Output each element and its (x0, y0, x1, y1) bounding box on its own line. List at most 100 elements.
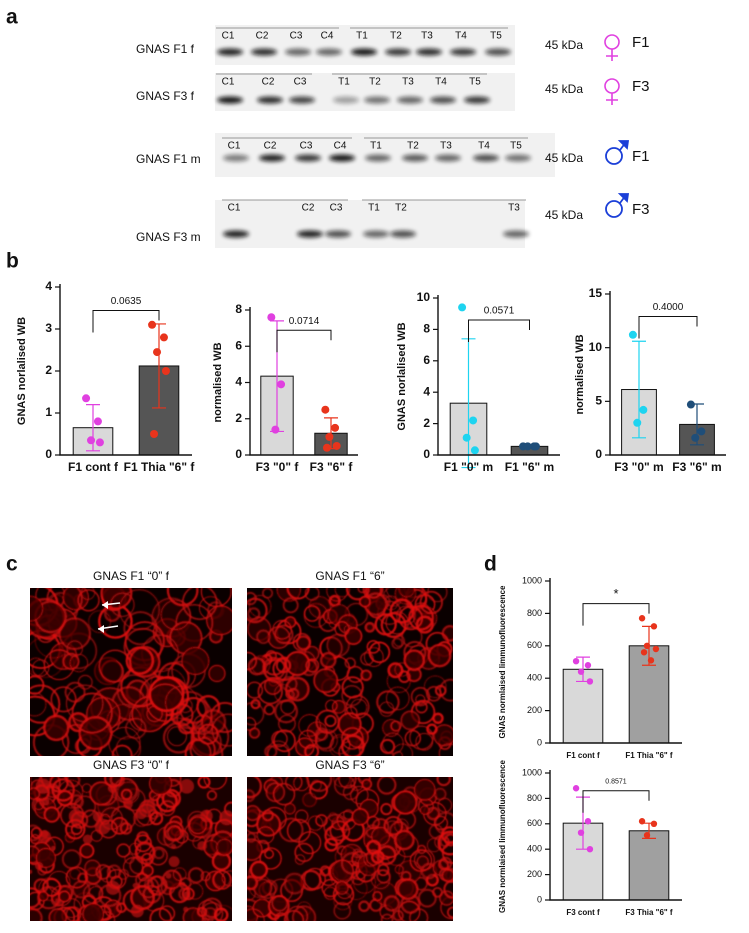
bright-spot (82, 834, 93, 845)
cell (247, 887, 256, 900)
cell (433, 815, 448, 831)
cell (349, 785, 369, 805)
cell (338, 777, 357, 789)
cell (376, 777, 397, 795)
lane-label: C1 (228, 203, 241, 214)
cell (282, 597, 299, 614)
male-symbol (605, 200, 623, 218)
significance-bracket (276, 329, 332, 353)
panel-label: c (6, 553, 18, 576)
bright-spot (219, 810, 232, 826)
blot-label: GNAS F3 f (136, 89, 195, 103)
bright-spot (204, 809, 210, 815)
axes (549, 770, 682, 901)
cell (401, 626, 423, 648)
cell (148, 846, 168, 866)
x-tick-label: F3 "6" f (310, 460, 354, 474)
y-tick-label: 800 (527, 793, 542, 803)
cell (441, 625, 453, 642)
cell (284, 650, 311, 677)
blot-band (325, 230, 351, 238)
cell (70, 823, 83, 835)
cell (59, 802, 85, 828)
lane-label: T4 (478, 141, 490, 152)
cell (62, 588, 90, 611)
bright-spot (168, 856, 180, 868)
female-symbol (604, 34, 620, 50)
cell (394, 662, 409, 677)
x-tick-label: F1 cont f (68, 460, 119, 474)
lane-label: C3 (300, 141, 313, 152)
bright-spot (183, 906, 189, 912)
cell (120, 788, 133, 801)
x-tick-label: F3 "6" m (672, 460, 721, 474)
data-point (638, 818, 646, 825)
cell (264, 745, 278, 756)
data-point (150, 430, 159, 438)
y-axis-label: GNAS norlalised WB (16, 317, 28, 425)
blot-band (464, 96, 490, 104)
cell (273, 729, 296, 753)
cell (162, 721, 195, 754)
blot-band (397, 96, 423, 104)
cell (151, 794, 164, 807)
data-point (584, 818, 592, 825)
cell (383, 895, 401, 912)
x-tick-label: F1 "0" m (444, 460, 493, 474)
micrograph (30, 588, 232, 756)
y-tick-label: 1000 (522, 575, 542, 585)
data-point (577, 829, 585, 836)
cell (390, 720, 402, 732)
blot-band (329, 154, 355, 162)
blot-band (259, 154, 285, 162)
significance-label: 0.4000 (653, 302, 684, 313)
cell (337, 712, 362, 737)
cell (264, 849, 274, 859)
cell (94, 656, 123, 686)
cell (65, 906, 82, 921)
cell (296, 635, 311, 651)
cell (323, 886, 337, 900)
cell (432, 886, 443, 898)
cell (181, 646, 210, 676)
cell (291, 905, 317, 921)
data-point (470, 446, 479, 455)
x-tick-label: F3 "0" m (614, 460, 663, 474)
cell (30, 595, 44, 622)
cell (436, 777, 451, 787)
cell (444, 833, 453, 847)
data-point (584, 662, 592, 669)
cell (89, 781, 114, 806)
cell (32, 659, 50, 677)
x-tick-label: F1 Thia "6" f (625, 751, 672, 760)
blot-band (257, 96, 283, 104)
lane-label: T1 (368, 203, 380, 214)
cell (389, 598, 415, 624)
data-point (321, 405, 330, 414)
bright-spot (38, 830, 52, 844)
y-tick-label: 1 (45, 405, 52, 419)
cell (333, 891, 353, 911)
image-title: GNAS F3 “0” f (93, 758, 170, 772)
cell (434, 811, 453, 836)
cell (30, 675, 45, 695)
cell (307, 815, 324, 831)
cell (345, 588, 370, 601)
cell (438, 743, 453, 756)
data-point (148, 320, 157, 329)
generation-label: F3 (632, 78, 650, 95)
x-tick-label: F3 cont f (566, 908, 600, 917)
blot-band (297, 230, 323, 238)
bright-spot (105, 880, 121, 895)
cell (334, 621, 350, 637)
cell (344, 657, 357, 669)
data-point (586, 846, 594, 853)
cell (61, 898, 82, 918)
cell (441, 868, 453, 883)
blot-band (289, 96, 315, 104)
panel-label: a (6, 6, 18, 29)
bright-spot (197, 840, 207, 851)
cell (364, 621, 376, 633)
data-point (633, 418, 642, 427)
